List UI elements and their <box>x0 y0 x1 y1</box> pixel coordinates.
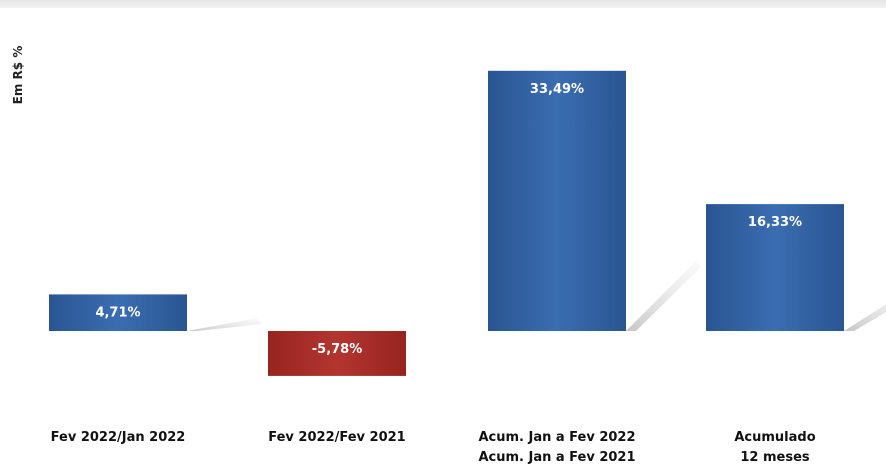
data-label: 16,33% <box>748 215 802 230</box>
bars <box>49 70 844 376</box>
bar-shadow <box>187 318 262 331</box>
data-label: -5,78% <box>312 342 363 357</box>
category-label: 12 meses <box>740 450 810 465</box>
category-label: Acumulado <box>734 430 815 445</box>
bar <box>268 331 406 376</box>
bar <box>49 294 187 331</box>
y-axis-label: Em R$ % <box>11 46 25 105</box>
bar-shadow <box>844 304 886 331</box>
bar <box>488 70 626 331</box>
category-label: Acum. Jan a Fev 2022 <box>478 430 635 445</box>
bar-shadows <box>187 261 886 331</box>
category-label: Fev 2022/Fev 2021 <box>268 430 405 445</box>
category-labels: Fev 2022/Jan 2022 Fev 2022/Fev 2021 Acum. … <box>51 430 816 465</box>
category-label: Fev 2022/Jan 2022 <box>51 430 186 445</box>
category-label: Acum. Jan a Fev 2021 <box>478 450 635 465</box>
top-band <box>0 0 886 8</box>
bar <box>706 204 844 331</box>
bar-shadow <box>626 261 701 331</box>
data-label: 4,71% <box>95 305 140 320</box>
value-labels: 4,71% -5,78% 33,49% 16,33% <box>95 82 802 357</box>
data-label: 33,49% <box>530 82 584 97</box>
